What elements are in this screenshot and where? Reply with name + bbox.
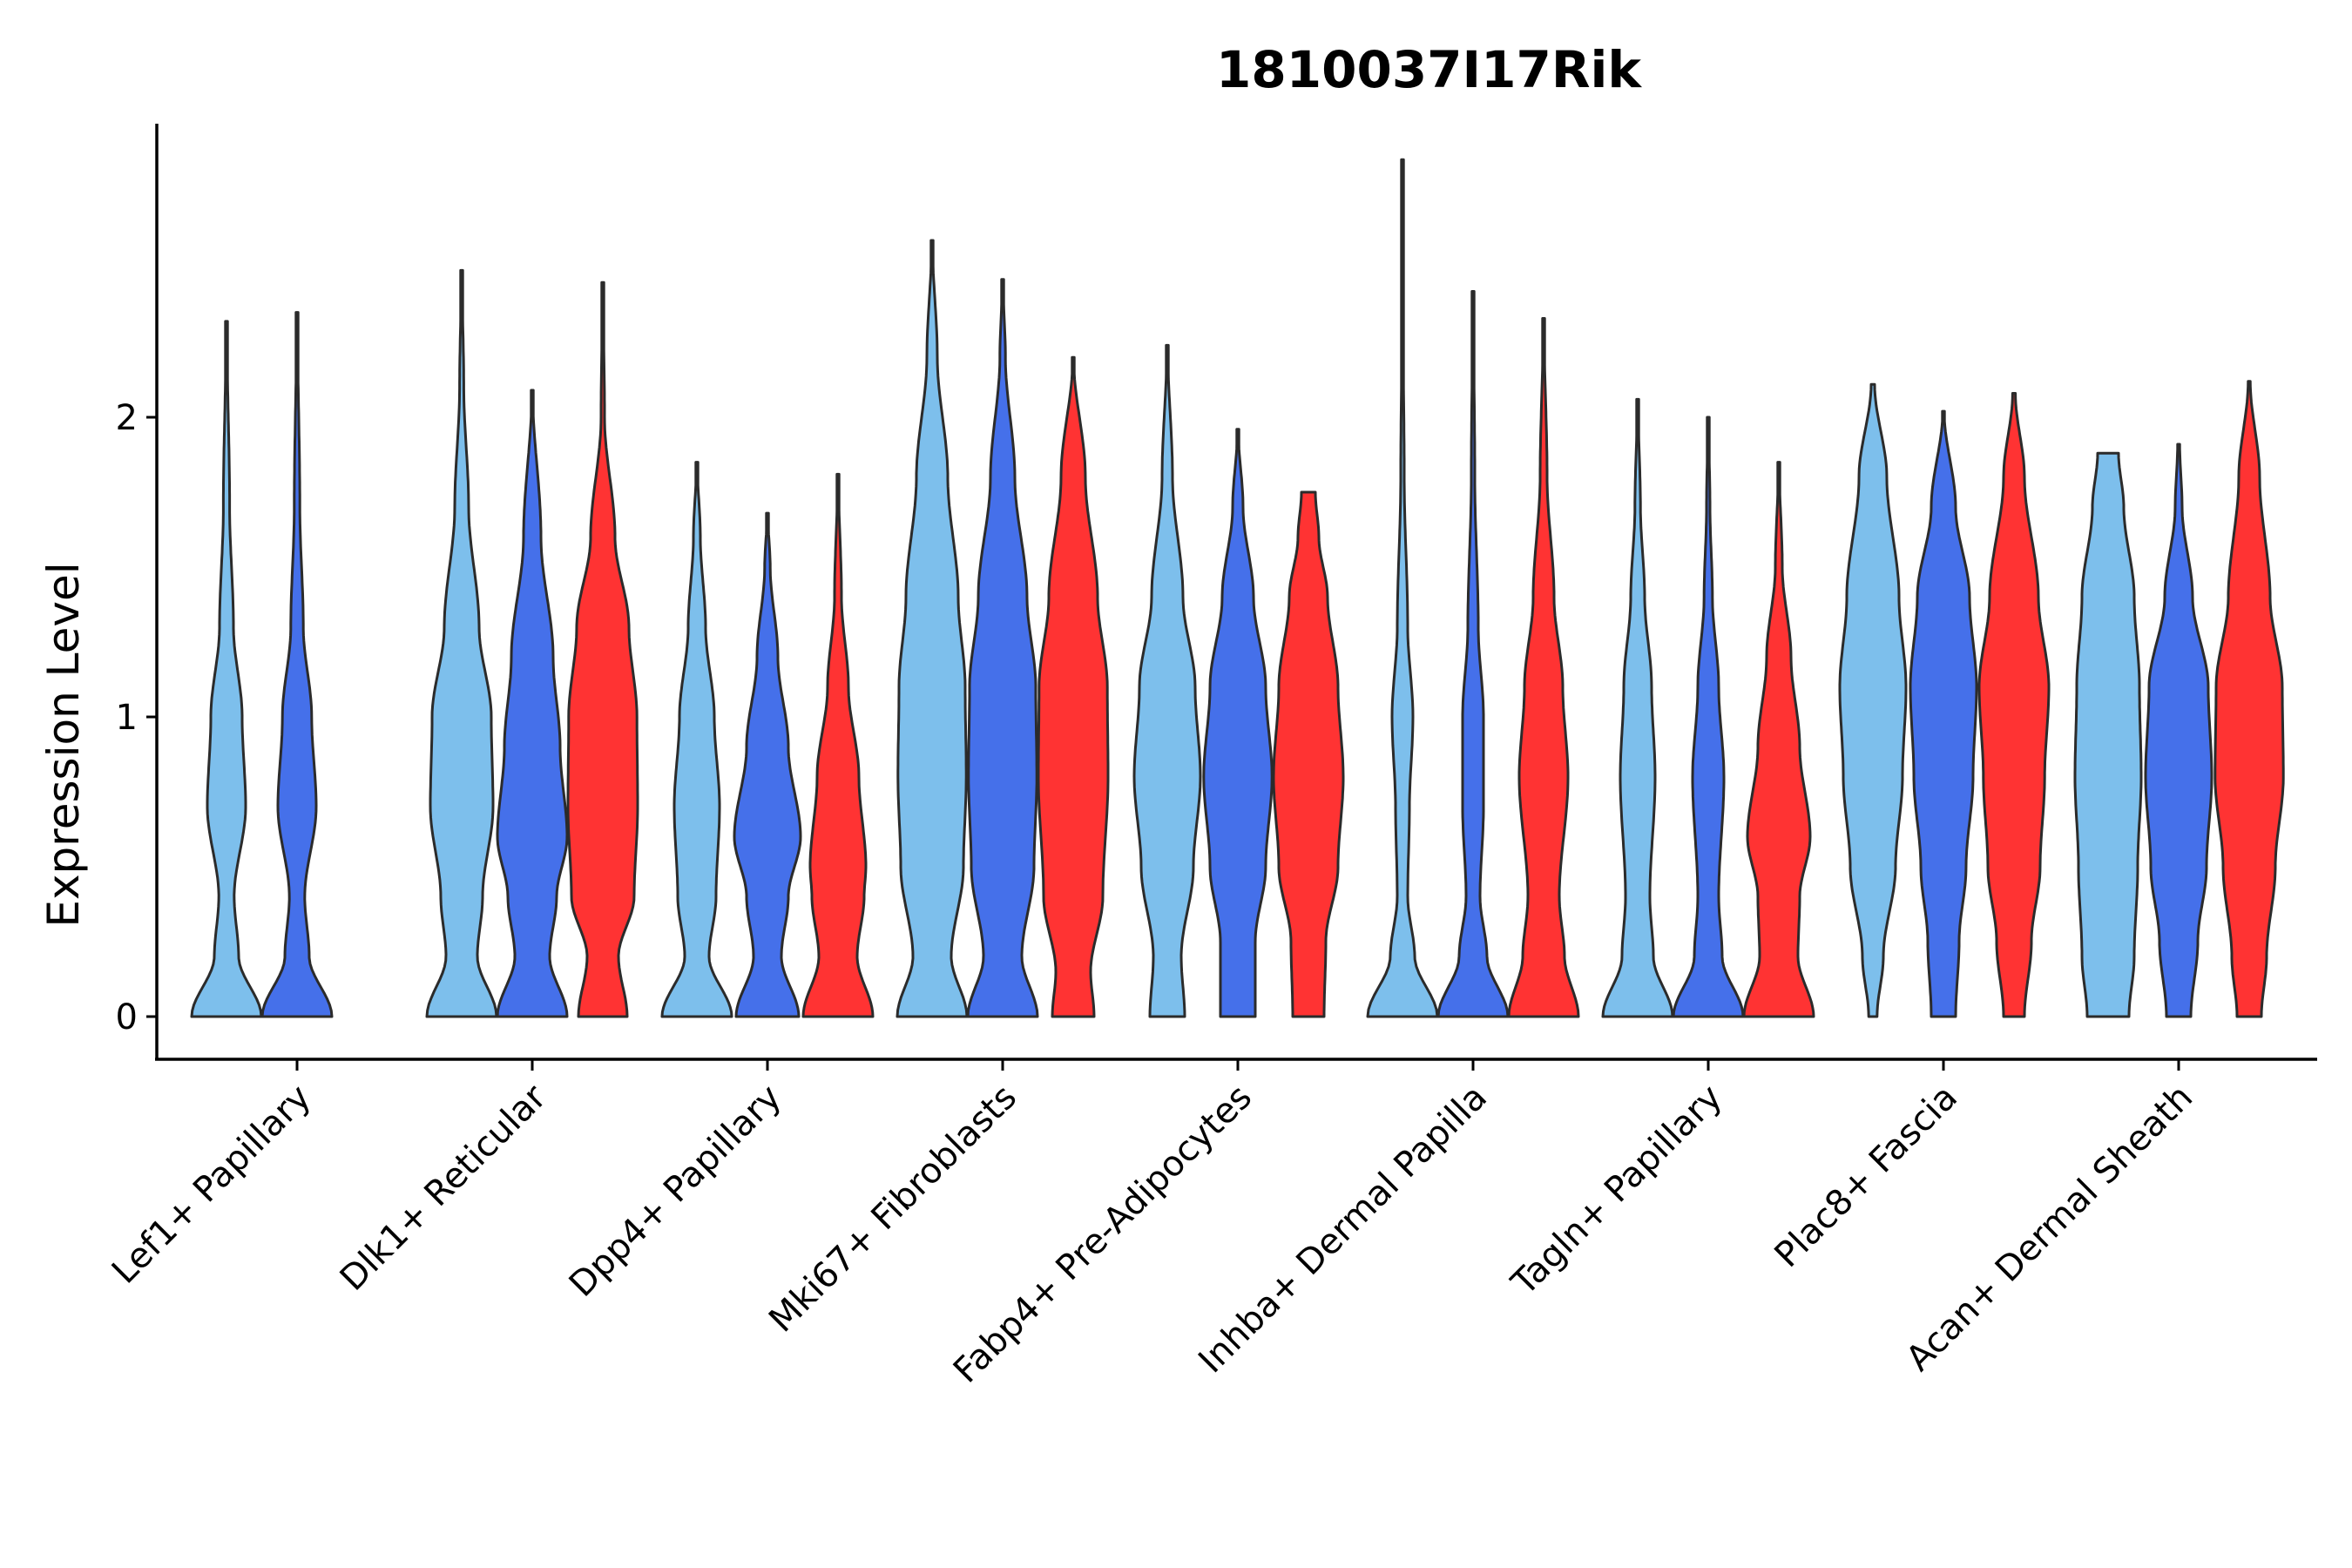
violin-group bbox=[425, 268, 639, 1018]
violin bbox=[801, 472, 875, 1018]
violin bbox=[660, 461, 733, 1018]
chart-title: 1810037I17Rik bbox=[1216, 40, 1642, 99]
y-axis-ticks: 0 1 2 bbox=[116, 398, 157, 1037]
violin-plot-area bbox=[190, 158, 2285, 1018]
violin bbox=[896, 239, 969, 1018]
violin-group bbox=[190, 311, 334, 1018]
violin bbox=[1272, 490, 1345, 1018]
violin bbox=[966, 278, 1039, 1018]
violin bbox=[1742, 461, 1815, 1018]
violin bbox=[1202, 428, 1274, 1018]
x-tick-label: Tagln+ Papillary bbox=[1504, 1078, 1730, 1304]
violin bbox=[1672, 416, 1745, 1018]
violin bbox=[1909, 409, 1978, 1018]
axes bbox=[155, 124, 2317, 1061]
violin bbox=[1977, 392, 2051, 1018]
violin-group bbox=[660, 461, 875, 1018]
violin bbox=[496, 389, 569, 1018]
violin bbox=[2144, 443, 2213, 1018]
y-tick-label: 0 bbox=[116, 997, 138, 1037]
violin-group bbox=[1366, 158, 1580, 1018]
violin-group bbox=[1601, 397, 1815, 1018]
violin-group bbox=[1132, 343, 1345, 1018]
violin bbox=[1601, 397, 1674, 1018]
violin-group bbox=[2073, 380, 2285, 1018]
violin bbox=[1132, 343, 1202, 1018]
violin bbox=[260, 311, 334, 1018]
x-tick-label: Dlk1+ Reticular bbox=[333, 1077, 555, 1299]
violin bbox=[1436, 290, 1510, 1018]
violin bbox=[1507, 317, 1580, 1018]
violin bbox=[425, 268, 498, 1018]
y-tick-label: 2 bbox=[116, 398, 138, 438]
violin bbox=[2073, 451, 2143, 1018]
x-tick-label: Lef1+ Papillary bbox=[105, 1078, 319, 1292]
x-tick-label: Dpp4+ Papillary bbox=[562, 1078, 789, 1305]
violin bbox=[1838, 382, 1908, 1018]
x-tick-label: Plac8+ Fascia bbox=[1767, 1078, 1966, 1276]
y-axis-label: Expression Level bbox=[38, 562, 89, 927]
violin-group bbox=[1838, 382, 2051, 1018]
violin-group bbox=[896, 239, 1110, 1018]
violin bbox=[1037, 355, 1110, 1018]
y-tick-label: 1 bbox=[116, 698, 138, 738]
violin bbox=[2213, 380, 2285, 1018]
violin bbox=[566, 280, 639, 1018]
violin bbox=[190, 320, 263, 1018]
violin bbox=[1366, 158, 1439, 1018]
violin bbox=[733, 511, 802, 1018]
x-axis-ticks: Lef1+ Papillary Dlk1+ Reticular Dpp4+ Papi… bbox=[105, 1059, 2200, 1391]
x-tick-label: Mki67+ Fibroblasts bbox=[761, 1078, 1024, 1341]
